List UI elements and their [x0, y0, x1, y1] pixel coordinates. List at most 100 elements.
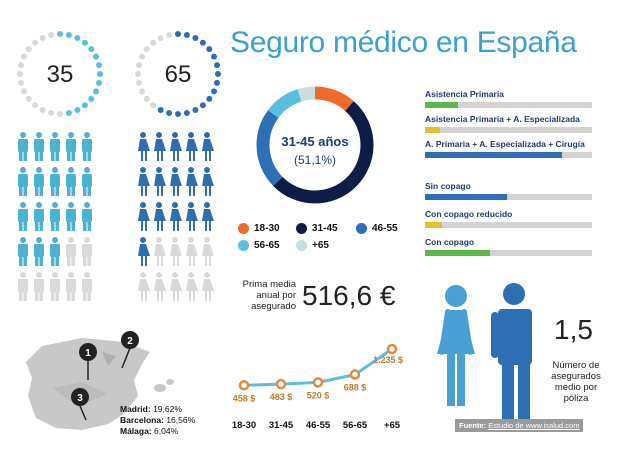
data-label: 458 $ [233, 393, 256, 403]
pin-number: 2 [127, 336, 133, 347]
man-icon [18, 167, 28, 196]
man-icon [18, 132, 28, 161]
balearic-islands [166, 379, 174, 385]
dial-dot [25, 95, 32, 102]
donut-segment [256, 86, 374, 204]
prima-label-line: anual por [256, 290, 296, 301]
map-pin-1: 1 [79, 343, 97, 380]
dial-dot [96, 79, 102, 86]
man-icon [18, 237, 28, 266]
man-icon [34, 237, 44, 266]
dial-dot [81, 102, 88, 109]
legend-swatch [238, 240, 249, 251]
woman-icon [186, 272, 198, 301]
bar-label: Sin copago [425, 181, 471, 191]
woman-icon [154, 202, 166, 231]
city-pct: 6,04% [154, 426, 179, 436]
bar-fill [425, 102, 459, 108]
age-max-dial: 65 [135, 31, 221, 117]
prima-label-line: Prima media [242, 279, 296, 290]
legend-label: 31-45 [312, 223, 338, 234]
source-link[interactable]: Estudio de www.isalud.com [488, 421, 580, 430]
dial-dot [199, 39, 206, 46]
data-point [349, 369, 361, 380]
legend-item: 18-30 [238, 223, 280, 234]
man-icon [66, 237, 76, 266]
data-label: 1.235 $ [373, 355, 403, 365]
dial-dot [143, 95, 150, 102]
city-name: Málaga: [120, 426, 152, 436]
legend-swatch [296, 223, 307, 234]
data-label: 688 $ [344, 383, 367, 393]
dial-dot [206, 46, 213, 53]
donut-segment [256, 86, 374, 204]
bar-fill [425, 194, 507, 200]
premium-line-chart: 458 $ 18-30 483 $ 31-45 520 $ 46-55 688 $ 56-65… [232, 343, 403, 431]
dial-dot [17, 71, 23, 77]
dial-dot [183, 110, 190, 116]
legend-item: +65 [296, 240, 329, 251]
coverage-bars: Asistencia Primaria Asistencia Primaria … [425, 89, 592, 158]
source-note: Fuente: Estudio de www.isalud.com [455, 419, 584, 432]
woman-icon [170, 132, 182, 161]
data-point [275, 378, 287, 390]
data-point [386, 343, 398, 355]
city-pct: 16,56% [166, 415, 196, 425]
dial-dot [175, 111, 181, 117]
woman-icon [138, 202, 150, 231]
woman-icon [170, 167, 182, 196]
dial-dot [48, 110, 55, 116]
city-item: Barcelona: 16,56% [120, 415, 195, 426]
dial-dot [65, 110, 72, 116]
data-label: 520 $ [307, 390, 330, 400]
man-icon [34, 132, 44, 161]
prima-label: Prima media anual por asegurado [226, 279, 296, 312]
dial-dot [57, 111, 63, 117]
donut-main-label: 31-45 años [281, 134, 348, 149]
age-min-value: 35 [47, 61, 74, 88]
bar-label: Asistencia Primaria + A. Especializada [425, 114, 580, 124]
dial-dot [18, 62, 24, 69]
woman-icon [202, 167, 214, 196]
woman-icon [202, 202, 214, 231]
age-max-dots [135, 31, 221, 117]
dial-dot [214, 62, 220, 69]
dial-dot [74, 107, 81, 113]
bar-fill [425, 250, 491, 256]
copago-bars: Sin copago Con copago reducido Con copag… [425, 181, 592, 256]
bar-label: A. Primaria + A. Especializada + Cirugía [425, 139, 585, 149]
asegurados-label-line: póliza [563, 393, 589, 404]
man-icon [50, 237, 60, 266]
pin-number: 1 [85, 348, 91, 359]
dial-dot [65, 32, 72, 38]
bar-track [425, 222, 592, 228]
dial-dot [32, 39, 39, 46]
age-max-value: 65 [165, 61, 192, 88]
woman-icon [154, 272, 166, 301]
dial-dot [25, 46, 32, 53]
dial-dot [157, 35, 164, 41]
men-pictogram-grid [18, 132, 92, 301]
map-pin-2: 2 [121, 331, 139, 369]
dial-dot [136, 79, 142, 86]
woman-icon [138, 167, 150, 196]
age-min-dots [17, 31, 103, 117]
dial-dot [96, 62, 102, 69]
man-icon [18, 272, 28, 301]
legend-label: 18-30 [254, 223, 280, 234]
legend-item: 46-55 [356, 223, 398, 234]
woman-icon [437, 285, 475, 406]
man-icon [18, 202, 28, 231]
spain-map: 1 2 3 [26, 331, 174, 430]
legend-swatch [296, 240, 307, 251]
bar-fill [425, 222, 442, 228]
dial-dot [139, 53, 145, 60]
dial-dot [136, 62, 142, 69]
dial-dot [97, 71, 103, 77]
man-icon [66, 167, 76, 196]
age-donut-chart: 31-45 años (51,1%) [256, 86, 374, 204]
legend-label: +65 [312, 240, 329, 251]
city-pct: 19,62% [153, 404, 182, 414]
dial-dot [81, 39, 88, 46]
dial-dot [21, 88, 27, 95]
